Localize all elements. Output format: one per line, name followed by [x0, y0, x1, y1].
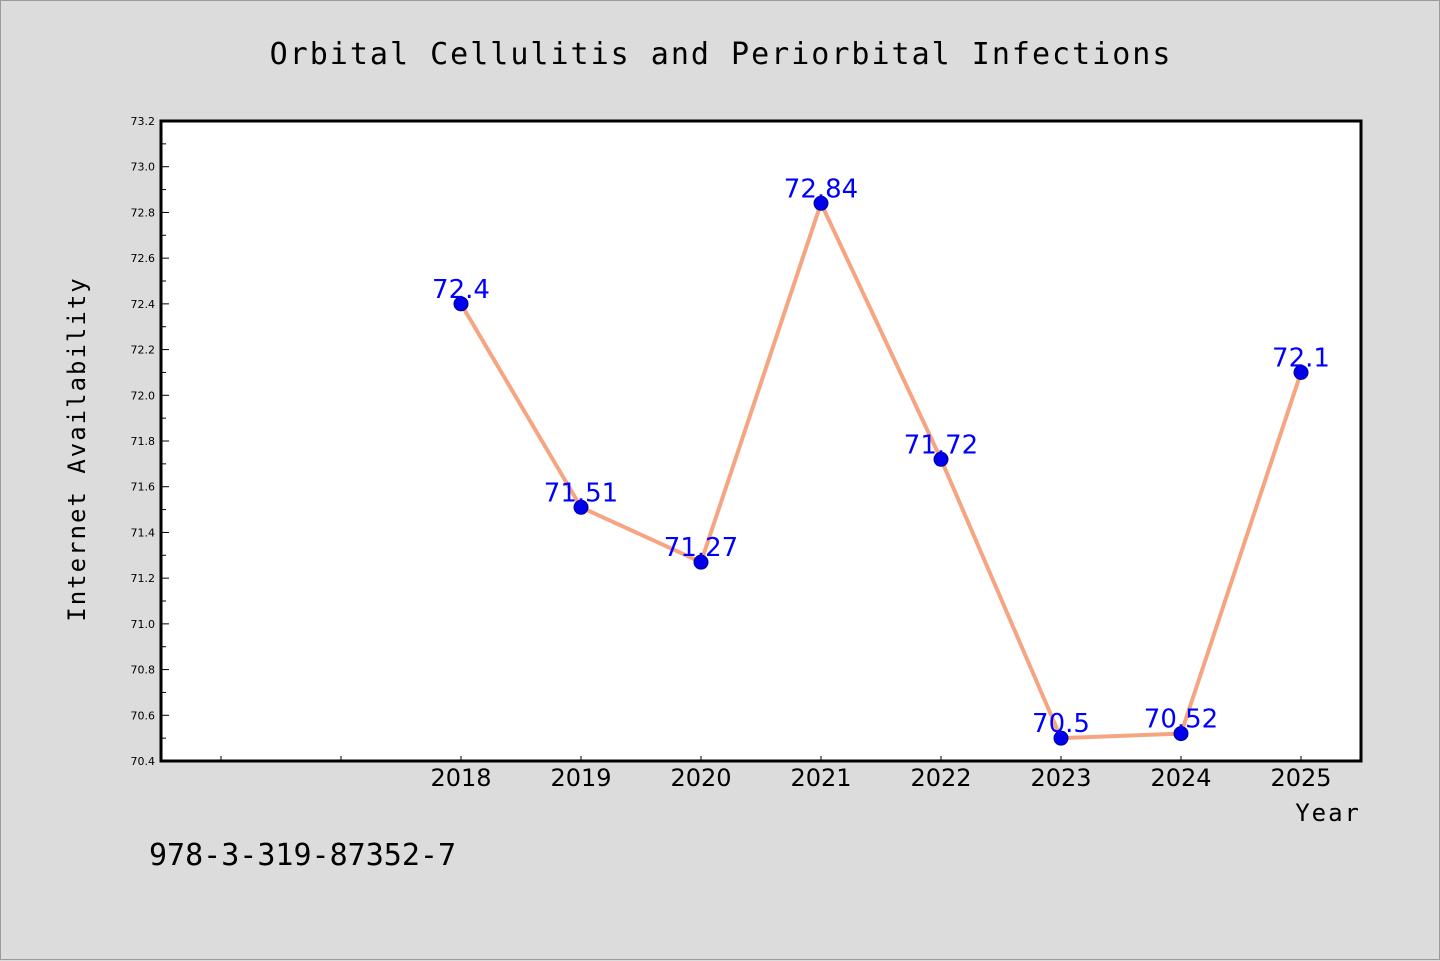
isbn-text: 978-3-319-87352-7	[149, 838, 456, 873]
plot-area	[159, 119, 1363, 763]
data-point	[1293, 364, 1309, 380]
y-tick-label: 72.2	[131, 344, 156, 357]
x-axis-ticks: 2018 2019 2020 2021 2022 2023 2024 2025	[220, 756, 1332, 792]
y-tick-label: 70.6	[131, 709, 156, 722]
x-tick-label: 2018	[430, 764, 491, 792]
y-tick-label: 72.6	[131, 252, 156, 265]
data-label: 70.52	[1144, 705, 1218, 735]
y-tick-label: 71.0	[131, 618, 156, 631]
y-tick-label: 73.2	[131, 115, 156, 128]
y-tick-label: 70.4	[131, 755, 156, 768]
chart-title: Orbital Cellulitis and Periorbital Infec…	[270, 37, 1173, 72]
data-label: 71.27	[664, 533, 738, 563]
y-axis-title: Internet Availability	[63, 276, 91, 621]
y-tick-label: 72.0	[131, 389, 156, 402]
x-tick-label: 2025	[1270, 764, 1331, 792]
data-label: 71.72	[904, 430, 978, 460]
x-tick-label: 2022	[910, 764, 971, 792]
x-tick-label: 2020	[670, 764, 731, 792]
y-tick-label: 71.8	[131, 435, 156, 448]
x-tick-label: 2019	[550, 764, 611, 792]
data-point	[453, 296, 469, 312]
y-tick-label: 71.6	[131, 481, 156, 494]
data-label: 71.51	[544, 478, 618, 508]
x-axis-title: Year	[1295, 799, 1361, 827]
x-tick-label: 2023	[1030, 764, 1091, 792]
data-point	[933, 451, 949, 467]
y-tick-label: 71.4	[131, 526, 156, 539]
data-point	[573, 499, 589, 515]
series-layer: 72.4 71.51 71.27 72.84 71.72 70.5 70.52 72.1	[432, 174, 1330, 746]
data-label: 72.1	[1272, 343, 1330, 373]
x-tick-label: 2024	[1150, 764, 1211, 792]
series-line	[459, 201, 1303, 741]
data-point	[813, 195, 829, 211]
y-axis-ticks: 70.4 70.6 70.8 71.0 71.2 71.4 71.6 71.8 72.0 72.2…	[131, 115, 169, 768]
y-tick-label: 70.8	[131, 664, 156, 677]
y-tick-label: 72.4	[131, 298, 156, 311]
data-point	[1173, 726, 1189, 742]
data-label: 70.5	[1032, 709, 1090, 739]
y-tick-label: 71.2	[131, 572, 156, 585]
data-point	[1053, 730, 1069, 746]
data-label: 72.84	[784, 174, 858, 204]
data-point	[693, 554, 709, 570]
data-label: 72.4	[432, 275, 490, 305]
y-tick-label: 73.0	[131, 161, 156, 174]
y-tick-label: 72.8	[131, 206, 156, 219]
x-tick-label: 2021	[790, 764, 851, 792]
